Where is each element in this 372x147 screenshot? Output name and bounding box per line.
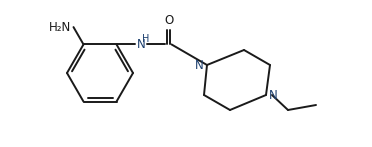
- Text: N: N: [269, 88, 278, 101]
- Text: H: H: [142, 34, 149, 44]
- Text: N: N: [137, 38, 146, 51]
- Text: N: N: [195, 59, 204, 71]
- Text: O: O: [164, 14, 173, 27]
- Text: H₂N: H₂N: [49, 21, 71, 34]
